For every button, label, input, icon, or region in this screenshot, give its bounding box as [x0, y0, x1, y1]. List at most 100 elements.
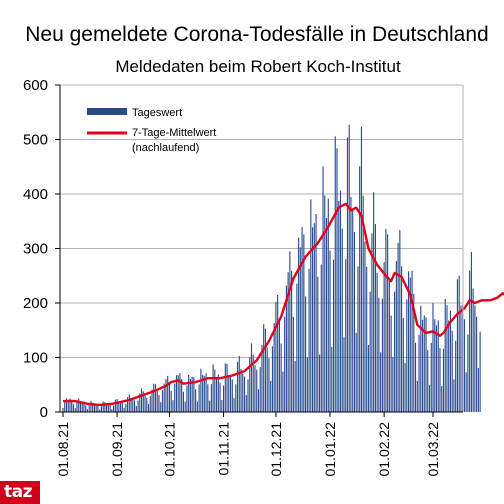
- bar: [292, 316, 294, 412]
- bar: [219, 382, 221, 412]
- bar: [345, 259, 347, 412]
- bar: [128, 394, 130, 412]
- bar: [385, 228, 387, 412]
- taz-logo: taz: [0, 481, 40, 504]
- bar: [416, 381, 418, 412]
- bar: [127, 397, 129, 412]
- bar: [142, 391, 144, 412]
- bar: [395, 260, 397, 412]
- bar: [430, 342, 432, 412]
- bar: [209, 400, 211, 412]
- bar: [132, 399, 134, 412]
- bar: [74, 408, 76, 412]
- bar: [313, 223, 315, 412]
- y-tick-label: 300: [23, 241, 48, 258]
- bar: [182, 391, 184, 412]
- bar: [240, 368, 242, 412]
- bar: [249, 357, 251, 412]
- bar: [364, 241, 366, 412]
- bar: [116, 398, 118, 412]
- bar: [177, 375, 179, 412]
- bar: [168, 382, 171, 412]
- bar: [79, 400, 82, 412]
- bar: [216, 377, 218, 412]
- bar: [113, 405, 115, 412]
- bar: [270, 381, 272, 412]
- bar: [207, 384, 209, 412]
- bar: [322, 166, 324, 412]
- bar: [341, 228, 343, 412]
- bar: [456, 279, 458, 412]
- bar: [229, 374, 232, 412]
- bar: [479, 331, 481, 412]
- bar: [266, 347, 268, 412]
- bar: [223, 385, 225, 412]
- bar: [334, 136, 336, 412]
- x-tick-label: 01.08.21: [55, 422, 71, 477]
- bar: [154, 384, 157, 412]
- bar: [367, 345, 369, 412]
- bar: [273, 323, 275, 412]
- bar: [441, 386, 443, 412]
- y-tick-label: 200: [23, 295, 48, 312]
- bar: [130, 397, 132, 412]
- bar: [78, 398, 80, 412]
- grid-lines: [60, 84, 463, 358]
- x-tick-label: 01.11.21: [216, 422, 232, 476]
- bar: [399, 230, 401, 412]
- bar: [217, 374, 219, 412]
- bar: [257, 389, 260, 412]
- line-series: [63, 202, 504, 407]
- bar: [193, 377, 195, 412]
- bar: [140, 388, 143, 412]
- bar: [296, 283, 298, 412]
- bar: [158, 395, 160, 412]
- legend: Tageswert 7-Tage-Mittelwert (nachlaufend…: [87, 107, 216, 154]
- bar: [250, 343, 253, 412]
- bar: [247, 379, 249, 412]
- bar: [184, 401, 186, 412]
- bar: [196, 401, 198, 412]
- bar: [408, 271, 410, 412]
- bar: [418, 334, 420, 412]
- bar: [161, 390, 164, 412]
- bar: [469, 270, 471, 412]
- bar: [210, 384, 212, 412]
- bar: [264, 328, 267, 412]
- bar: [455, 340, 457, 412]
- bar: [289, 251, 291, 412]
- bar: [442, 348, 445, 412]
- bar: [329, 250, 331, 412]
- bar: [102, 401, 104, 412]
- bar: [420, 305, 422, 412]
- bar: [86, 409, 88, 412]
- bar: [477, 367, 479, 412]
- legend-label-bars: Tageswert: [132, 107, 182, 119]
- x-tick-label: 01.09.21: [109, 422, 125, 477]
- bar: [69, 398, 71, 412]
- bar: [278, 318, 280, 412]
- bar: [111, 409, 113, 412]
- bar: [205, 373, 207, 412]
- bar: [146, 397, 148, 412]
- bar: [97, 405, 99, 412]
- bar: [284, 316, 286, 412]
- bar: [104, 402, 106, 412]
- x-tick-label: 01.12.21: [268, 422, 284, 477]
- bar: [261, 344, 263, 412]
- bar: [451, 330, 453, 412]
- bar: [226, 363, 228, 412]
- bar: [135, 406, 137, 412]
- bar: [435, 325, 438, 412]
- bar: [425, 317, 427, 412]
- bar: [299, 247, 301, 412]
- y-axis-ticks: 0 100 200 300 400 500 600: [23, 77, 48, 421]
- bar: [376, 272, 378, 412]
- bar: [224, 363, 226, 412]
- legend-label-line-note: (nachlaufend): [132, 142, 199, 154]
- bar: [256, 369, 258, 412]
- bar: [423, 315, 425, 412]
- bar: [474, 305, 476, 412]
- bar: [202, 374, 204, 412]
